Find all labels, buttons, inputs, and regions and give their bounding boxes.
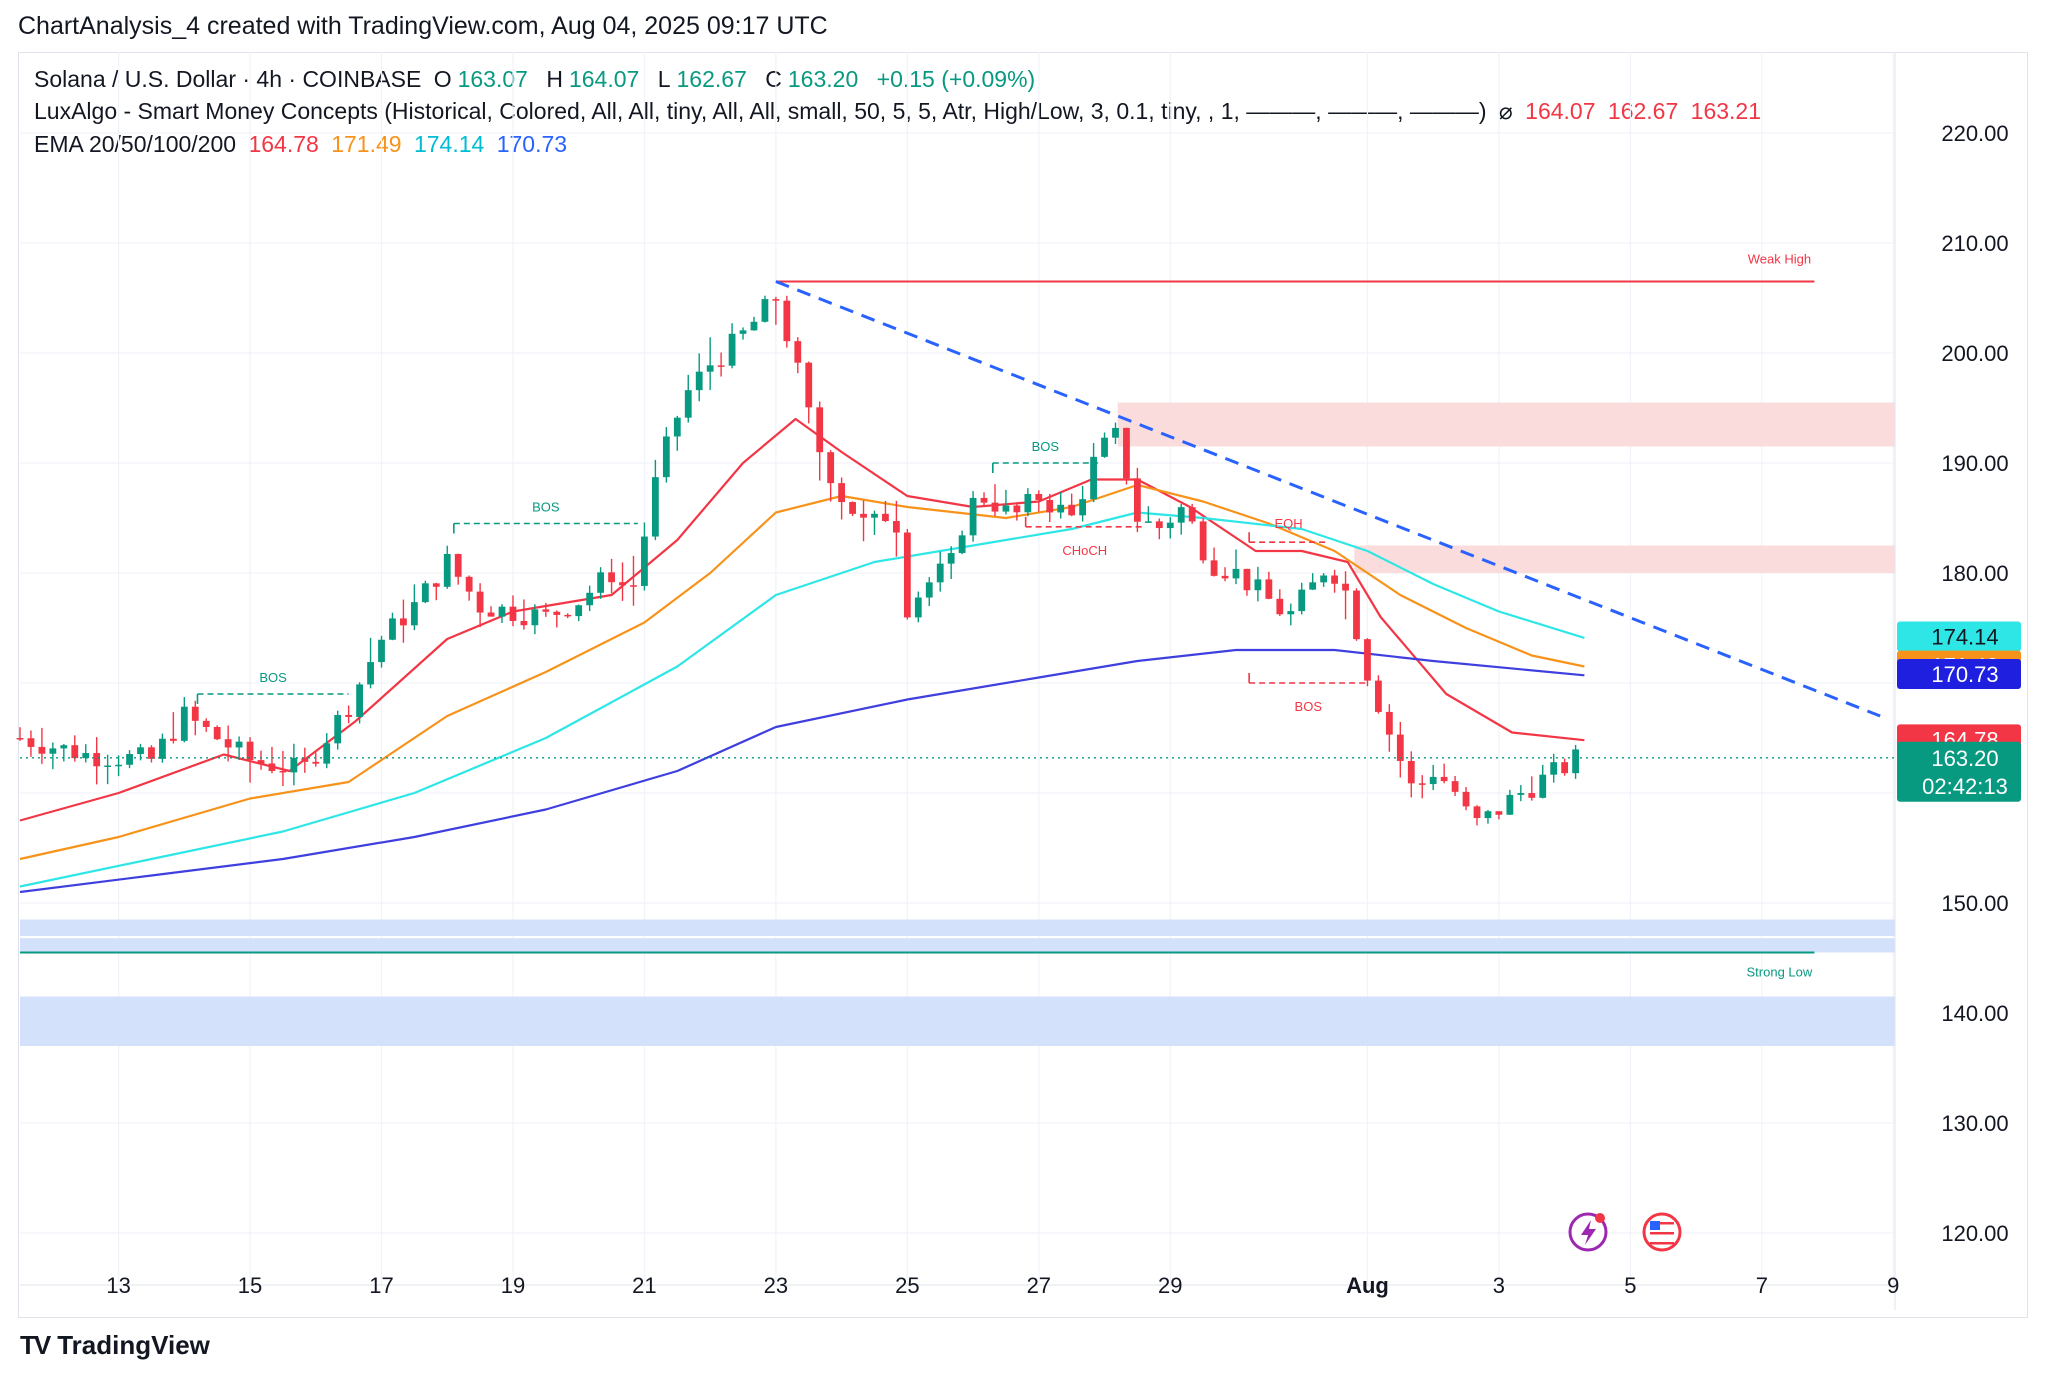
close-value: C 163.20 xyxy=(765,66,859,92)
indicator-value-2: 162.67 xyxy=(1607,98,1679,124)
change-value: +0.15 (+0.09%) xyxy=(876,66,1036,92)
tradingview-footer[interactable]: TV TradingView xyxy=(20,1330,210,1361)
ema200-value: 170.73 xyxy=(496,131,568,157)
symbol-legend[interactable]: Solana / U.S. Dollar · 4h · COINBASE O 16… xyxy=(34,66,1041,93)
low-value: L 162.67 xyxy=(657,66,747,92)
indicator-symbol: ⌀ xyxy=(1498,98,1513,124)
ema20-value: 164.78 xyxy=(248,131,319,157)
tradingview-logo-icon: TV xyxy=(20,1330,51,1360)
chart-caption: ChartAnalysis_4 created with TradingView… xyxy=(18,12,828,40)
ema-legend[interactable]: EMA 20/50/100/200 164.78 171.49 174.14 1… xyxy=(34,131,573,158)
indicator-value-3: 163.21 xyxy=(1690,98,1762,124)
ema50-value: 171.49 xyxy=(331,131,402,157)
ema-title[interactable]: EMA 20/50/100/200 xyxy=(34,131,237,157)
indicator-title[interactable]: LuxAlgo - Smart Money Concepts (Historic… xyxy=(34,98,1487,124)
tradingview-brand: TradingView xyxy=(57,1330,210,1360)
chart-frame xyxy=(18,52,2028,1318)
symbol-title[interactable]: Solana / U.S. Dollar · 4h · COINBASE xyxy=(34,66,422,92)
indicator-legend[interactable]: LuxAlgo - Smart Money Concepts (Historic… xyxy=(34,98,1767,125)
high-value: H 164.07 xyxy=(546,66,640,92)
ema100-value: 174.14 xyxy=(413,131,485,157)
indicator-value-1: 164.07 xyxy=(1525,98,1596,124)
open-value: O 163.07 xyxy=(433,66,528,92)
